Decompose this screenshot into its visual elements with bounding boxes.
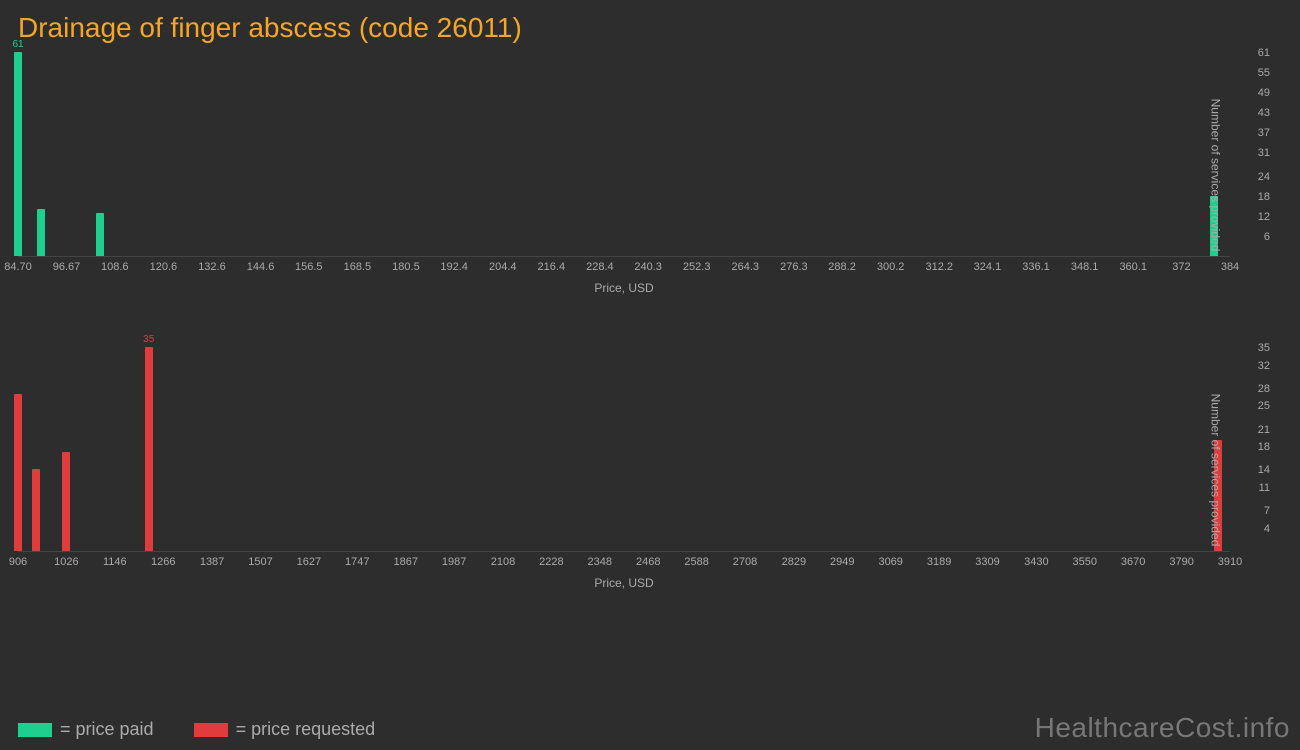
y-tick: 61 xyxy=(1258,47,1270,59)
y-tick: 11 xyxy=(1259,482,1270,494)
y-tick: 18 xyxy=(1258,441,1270,453)
bar xyxy=(32,469,40,551)
legend-item-requested: = price requested xyxy=(194,719,376,740)
bar-label: 61 xyxy=(12,39,23,50)
x-tick: 312.2 xyxy=(925,261,953,273)
x-tick: 276.3 xyxy=(780,261,808,273)
x-tick: 1987 xyxy=(442,556,466,568)
x-tick: 2829 xyxy=(782,556,806,568)
x-tick: 1507 xyxy=(248,556,272,568)
y-tick: 21 xyxy=(1258,424,1270,436)
y-axis-label: Number of services provided xyxy=(1209,98,1223,251)
x-tick: 2228 xyxy=(539,556,563,568)
x-tick: 240.3 xyxy=(634,261,662,273)
x-tick: 108.6 xyxy=(101,261,129,273)
legend-label-paid: = price paid xyxy=(60,719,154,740)
x-tick: 84.70 xyxy=(4,261,32,273)
x-tick: 3910 xyxy=(1218,556,1242,568)
watermark: HealthcareCost.info xyxy=(1035,712,1290,744)
y-tick: 31 xyxy=(1258,147,1270,159)
x-tick: 3430 xyxy=(1024,556,1048,568)
x-tick: 180.5 xyxy=(392,261,420,273)
x-tick: 2588 xyxy=(684,556,708,568)
bar xyxy=(96,213,104,256)
x-tick: 3189 xyxy=(927,556,951,568)
y-tick: 55 xyxy=(1258,67,1270,79)
legend: = price paid = price requested xyxy=(18,719,375,740)
x-tick: 3670 xyxy=(1121,556,1145,568)
x-tick: 1627 xyxy=(297,556,321,568)
x-tick: 1867 xyxy=(393,556,417,568)
x-tick: 1747 xyxy=(345,556,369,568)
y-tick: 12 xyxy=(1258,211,1270,223)
x-tick: 2708 xyxy=(733,556,757,568)
x-tick: 1146 xyxy=(103,556,127,568)
x-tick: 132.6 xyxy=(198,261,226,273)
x-tick: 1266 xyxy=(151,556,175,568)
x-tick: 228.4 xyxy=(586,261,614,273)
y-tick: 7 xyxy=(1264,505,1270,517)
x-tick: 372 xyxy=(1172,261,1190,273)
x-tick: 1026 xyxy=(54,556,78,568)
x-tick: 264.3 xyxy=(732,261,760,273)
x-tick: 2108 xyxy=(491,556,515,568)
x-tick: 204.4 xyxy=(489,261,517,273)
y-tick: 18 xyxy=(1258,191,1270,203)
x-tick: 3309 xyxy=(975,556,999,568)
page-title: Drainage of finger abscess (code 26011) xyxy=(0,0,1300,52)
x-tick: 252.3 xyxy=(683,261,711,273)
y-axis-label: Number of services provided xyxy=(1209,393,1223,546)
x-tick: 168.5 xyxy=(344,261,372,273)
y-tick: 6 xyxy=(1264,231,1270,243)
x-tick: 192.4 xyxy=(440,261,468,273)
bar xyxy=(37,209,45,256)
x-tick: 2949 xyxy=(830,556,854,568)
x-tick: 156.5 xyxy=(295,261,323,273)
y-tick: 37 xyxy=(1258,127,1270,139)
y-tick: 49 xyxy=(1258,87,1270,99)
x-tick: 2348 xyxy=(588,556,612,568)
y-tick: 24 xyxy=(1258,171,1270,183)
x-tick: 3069 xyxy=(878,556,902,568)
x-tick: 336.1 xyxy=(1022,261,1050,273)
y-tick: 4 xyxy=(1264,523,1270,535)
bar xyxy=(14,394,22,551)
bar-label: 35 xyxy=(143,334,154,345)
legend-swatch-paid xyxy=(18,723,52,737)
x-tick: 288.2 xyxy=(828,261,856,273)
y-tick: 25 xyxy=(1258,400,1270,412)
y-tick: 43 xyxy=(1258,107,1270,119)
x-axis-label: Price, USD xyxy=(594,281,653,295)
y-tick: 28 xyxy=(1258,383,1270,395)
y-tick: 35 xyxy=(1258,342,1270,354)
x-tick: 3550 xyxy=(1073,556,1097,568)
bar xyxy=(62,452,70,551)
x-tick: 120.6 xyxy=(150,261,178,273)
y-tick: 32 xyxy=(1258,360,1270,372)
x-tick: 2468 xyxy=(636,556,660,568)
chart-price-paid: 61 Price, USD84.7096.67108.6120.6132.614… xyxy=(18,52,1230,297)
bar xyxy=(14,52,22,256)
legend-item-paid: = price paid xyxy=(18,719,154,740)
x-tick: 96.67 xyxy=(53,261,81,273)
y-tick: 14 xyxy=(1258,464,1270,476)
x-tick: 906 xyxy=(9,556,27,568)
x-tick: 1387 xyxy=(200,556,224,568)
x-axis-label: Price, USD xyxy=(594,576,653,590)
x-tick: 216.4 xyxy=(538,261,566,273)
x-tick: 3790 xyxy=(1169,556,1193,568)
x-tick: 348.1 xyxy=(1071,261,1099,273)
x-tick: 300.2 xyxy=(877,261,905,273)
legend-label-requested: = price requested xyxy=(236,719,376,740)
x-tick: 144.6 xyxy=(247,261,275,273)
legend-swatch-requested xyxy=(194,723,228,737)
chart-price-requested: 35 Price, USD906102611461266138715071627… xyxy=(18,347,1230,592)
x-tick: 360.1 xyxy=(1119,261,1147,273)
x-tick: 384 xyxy=(1221,261,1239,273)
bar xyxy=(145,347,153,551)
x-tick: 324.1 xyxy=(974,261,1002,273)
